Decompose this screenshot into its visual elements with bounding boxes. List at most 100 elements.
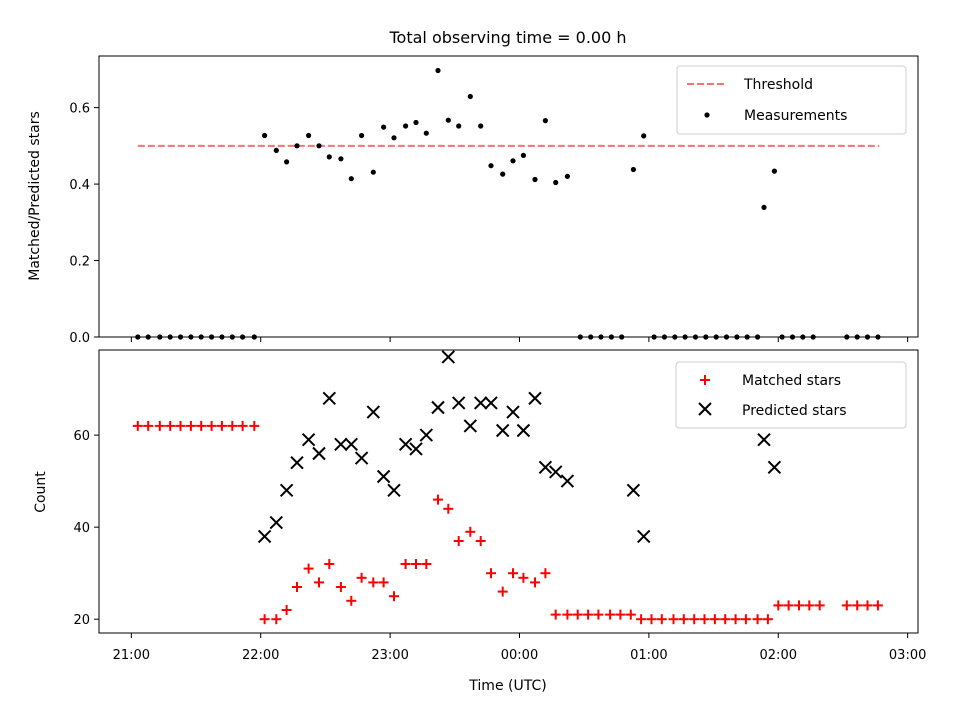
matched-star-marker	[303, 563, 314, 574]
measurement-point	[532, 176, 538, 183]
matched-star-marker	[356, 572, 367, 583]
predicted-star-marker	[376, 469, 391, 484]
measurement-point	[445, 117, 451, 123]
matched-star-marker	[453, 536, 464, 546]
bottom-y-tick-label: 40	[73, 521, 90, 536]
matched-star-marker	[593, 609, 604, 620]
bottom-y-axis-label: Count	[33, 471, 49, 513]
measurement-point	[630, 166, 637, 173]
predicted-star-marker	[626, 483, 641, 498]
matched-star-marker	[699, 614, 710, 625]
measurement-point	[306, 132, 312, 139]
legend-threshold-label: Threshold	[743, 77, 813, 93]
matched-star-marker	[259, 614, 270, 625]
matched-star-marker	[762, 614, 773, 625]
predicted-star-marker	[560, 474, 575, 488]
matched-star-marker	[730, 614, 741, 625]
x-tick-label: 01:00	[630, 648, 667, 663]
measurement-point	[262, 132, 268, 139]
measurement-point	[771, 168, 778, 174]
predicted-star-marker	[409, 442, 423, 456]
top-y-tick-label: 0.0	[69, 331, 90, 346]
legend-measurements-swatch	[704, 112, 710, 118]
matched-star-marker	[433, 494, 443, 505]
predicted-star-marker	[431, 400, 445, 415]
predicted-star-marker	[767, 460, 782, 475]
matched-star-marker	[678, 614, 689, 625]
predicted-star-marker	[484, 396, 498, 410]
bottom-panel: 20 40 60 21:00 22:00 23:00 00:00 01:00 02:00 03:…	[33, 349, 926, 694]
matched-star-marker	[335, 582, 346, 592]
predicted-star-marker	[398, 437, 413, 452]
bottom-axes-frame	[98, 349, 919, 634]
matched-star-marker	[720, 614, 731, 625]
measurement-point	[338, 156, 344, 162]
predicted-star-marker	[528, 391, 542, 406]
measurement-points	[135, 67, 881, 340]
legend-predicted-label: Predicted stars	[742, 403, 847, 419]
matched-star-marker	[143, 420, 154, 431]
matched-star-marker	[196, 420, 207, 431]
matched-star-marker	[206, 420, 217, 431]
measurement-point	[284, 159, 290, 165]
measurement-point	[553, 179, 559, 186]
predicted-star-marker	[441, 350, 456, 364]
matched-star-marker	[656, 614, 667, 625]
measurement-point	[467, 93, 473, 100]
bottom-legend: Matched stars Predicted stars	[675, 361, 907, 429]
predicted-star-marker	[419, 428, 434, 442]
matched-star-marker	[368, 577, 379, 588]
bottom-legend-box	[675, 361, 907, 429]
matched-star-marker	[185, 420, 196, 431]
bottom-y-tick-label: 60	[73, 429, 90, 444]
matched-star-marker	[852, 600, 863, 611]
measurement-point	[403, 123, 409, 129]
matched-star-marker	[154, 420, 165, 431]
bottom-y-tick-label: 20	[73, 613, 90, 628]
measurement-point	[316, 143, 322, 149]
top-legend-box	[676, 65, 907, 135]
top-x-ticks	[130, 337, 909, 342]
matched-star-marker	[518, 572, 529, 583]
top-panel: 0.0 0.2 0.4 0.6 Matched/Predicted stars Thr…	[27, 55, 919, 346]
x-tick-label: 21:00	[113, 648, 150, 663]
bottom-y-ticks: 20 40 60	[73, 429, 99, 628]
predicted-star-marker	[344, 437, 359, 452]
measurement-point	[641, 133, 647, 139]
measurement-point	[478, 123, 484, 129]
matched-star-marker	[465, 526, 476, 537]
predicted-star-marker	[495, 423, 510, 438]
measurement-point	[761, 204, 767, 210]
predicted-star-marker	[548, 465, 563, 479]
x-tick-label: 00:00	[501, 648, 538, 663]
measurement-point	[326, 154, 332, 160]
matched-star-marker	[862, 600, 873, 611]
top-y-tick-label: 0.6	[69, 102, 90, 117]
x-tick-label: 23:00	[371, 648, 408, 663]
measurement-point	[370, 169, 376, 175]
predicted-star-marker	[473, 396, 488, 410]
measurement-point	[542, 118, 549, 124]
matched-star-marker	[872, 600, 883, 611]
matched-star-marker	[314, 577, 324, 588]
predicted-star-marker	[387, 483, 401, 498]
legend-matched-label: Matched stars	[742, 373, 841, 389]
matched-star-marker	[281, 605, 292, 615]
measurement-point	[456, 123, 462, 129]
matched-star-marker	[389, 591, 399, 602]
predicted-star-marker	[636, 529, 651, 544]
matched-star-marker	[583, 609, 594, 620]
matched-star-marker	[227, 420, 238, 431]
measurement-point	[413, 119, 419, 126]
matched-star-marker	[346, 595, 357, 606]
predicted-star-marker	[290, 455, 304, 470]
top-y-tick-label: 0.2	[69, 255, 90, 270]
matched-star-marker	[752, 614, 763, 625]
matched-star-marker	[411, 559, 421, 569]
matched-star-marker	[540, 568, 551, 579]
matched-star-marker	[773, 600, 784, 611]
matched-star-marker	[324, 559, 335, 569]
matched-star-marker	[783, 600, 794, 611]
measurement-point	[435, 67, 441, 74]
